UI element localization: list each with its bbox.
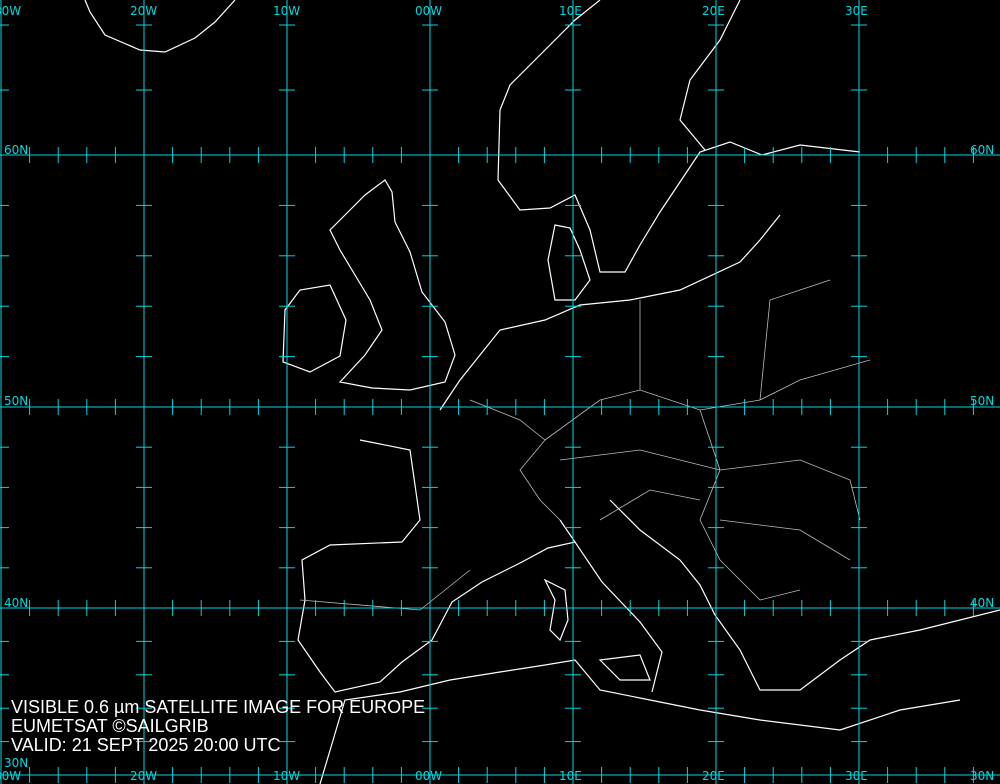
ireland-coast bbox=[282, 284, 347, 373]
denmark-coast bbox=[547, 224, 591, 301]
lon-label-bottom-10e: 10E bbox=[559, 769, 582, 783]
caption-title: VISIBLE 0.6 µm SATELLITE IMAGE FOR EUROP… bbox=[11, 697, 426, 717]
finland-coast bbox=[679, 0, 741, 151]
lon-label-bottom-20e: 20E bbox=[702, 769, 725, 783]
lon-label-top-20e: 20E bbox=[702, 4, 725, 18]
lat-label-right-30n: 30N bbox=[970, 769, 995, 783]
lat-label-left-40n: 40N bbox=[4, 596, 29, 610]
lon-label-bottom-30w: 30W bbox=[0, 769, 22, 783]
sicily bbox=[598, 654, 651, 681]
lon-label-bottom-00w: 00W bbox=[415, 769, 443, 783]
lon-label-top-20w: 20W bbox=[130, 4, 158, 18]
lon-label-top-30w: 30W bbox=[0, 4, 22, 18]
caption-valid-time: VALID: 21 SEPT 2025 20:00 UTC bbox=[11, 735, 281, 755]
continent-coast bbox=[297, 214, 1000, 693]
lon-label-bottom-10w: 10W bbox=[273, 769, 301, 783]
lat-label-left-30n: 30N bbox=[4, 756, 29, 770]
coastlines bbox=[84, 0, 1000, 784]
lat-label-right-50n: 50N bbox=[970, 394, 995, 408]
lon-label-top-10w: 10W bbox=[273, 4, 301, 18]
caption-credit: EUMETSAT ©SAILGRIB bbox=[11, 716, 209, 736]
lat-label-right-40n: 40N bbox=[970, 596, 995, 610]
lat-label-right-60n: 60N bbox=[970, 143, 995, 157]
lon-label-bottom-30e: 30E bbox=[845, 769, 868, 783]
lon-label-top-00w: 00W bbox=[415, 4, 443, 18]
north-africa-coast bbox=[319, 659, 961, 784]
sardinia-corsica bbox=[543, 578, 569, 642]
lon-label-bottom-20w: 20W bbox=[130, 769, 158, 783]
scandinavia-coast bbox=[497, 0, 861, 273]
lat-label-left-50n: 50N bbox=[4, 394, 29, 408]
lon-label-top-30e: 30E bbox=[845, 4, 868, 18]
country-borders bbox=[299, 279, 871, 611]
lat-label-left-60n: 60N bbox=[4, 143, 29, 157]
great-britain-coast bbox=[329, 179, 456, 391]
iceland-coast bbox=[84, 0, 236, 53]
lon-label-top-10e: 10E bbox=[559, 4, 582, 18]
